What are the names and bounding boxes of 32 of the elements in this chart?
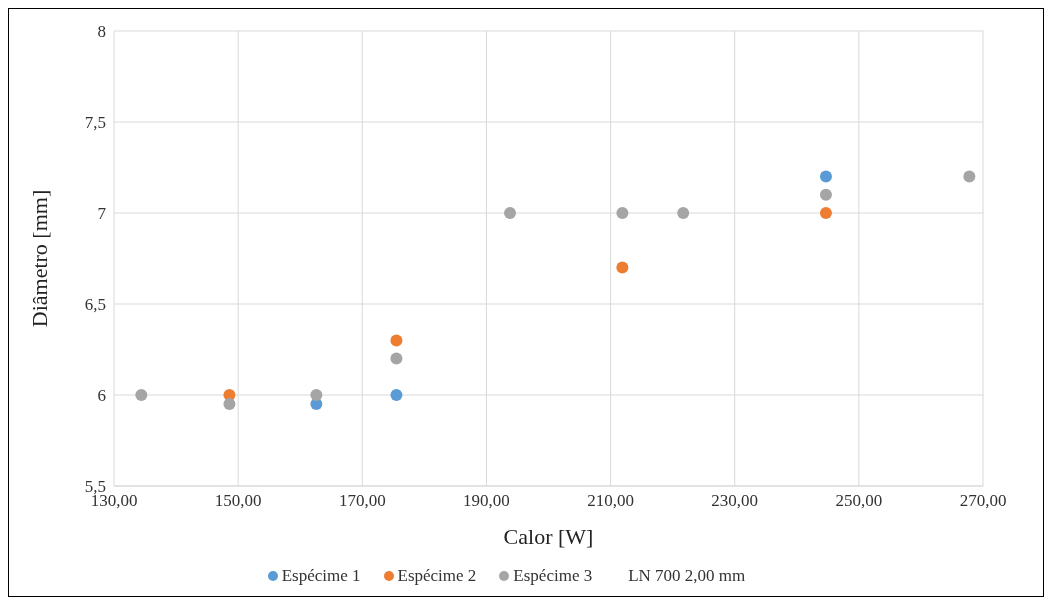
- legend-label: Espécime 2: [396, 566, 477, 586]
- point: [390, 389, 403, 401]
- x-tick-label: 150,00: [214, 491, 262, 511]
- y-tick-label: 7: [97, 204, 107, 224]
- y-tick-label: 6: [97, 386, 106, 406]
- x-tick-label: 190,00: [463, 491, 510, 511]
- point: [963, 170, 976, 183]
- legend-label: Espécime 3: [512, 566, 593, 586]
- point: [390, 334, 403, 347]
- text: LN 700 2,00 mm: [628, 566, 746, 586]
- point: [616, 261, 629, 274]
- point: [819, 188, 832, 201]
- y-axis-title: Diâmetro [mm]: [26, 189, 52, 328]
- x-tick-label: 230,00: [711, 491, 759, 511]
- point: [677, 207, 690, 219]
- x-tick-label: 210,00: [587, 491, 634, 511]
- y-tick-label: 7,5: [84, 113, 106, 133]
- point: [819, 207, 832, 219]
- point: [616, 207, 629, 219]
- y-tick-label: 8: [97, 22, 106, 42]
- point: [819, 170, 832, 183]
- point: [135, 389, 148, 401]
- x-tick-label: 250,00: [835, 491, 883, 511]
- point: [390, 352, 403, 365]
- point: [310, 389, 323, 401]
- x-tick-label: 170,00: [338, 491, 386, 511]
- point: [504, 207, 517, 219]
- point: [223, 398, 236, 411]
- legend-label: Espécime 1: [280, 566, 361, 586]
- y-tick-label: 6,5: [84, 295, 106, 315]
- x-axis-title: Calor [W]: [503, 524, 594, 549]
- x-tick-label: 270,00: [959, 491, 1007, 511]
